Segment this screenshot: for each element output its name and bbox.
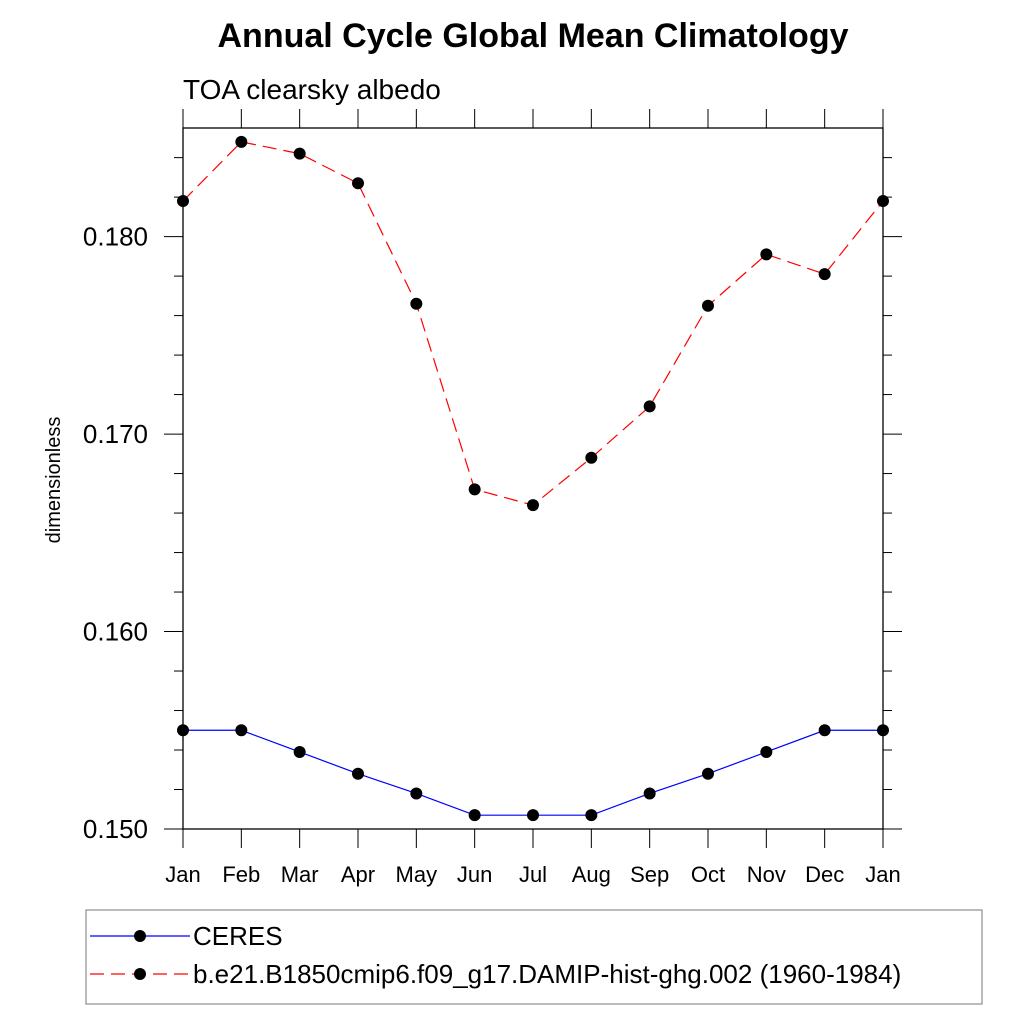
legend: CERES b.e21.B1850cmip6.f09_g17.DAMIP-his… [85, 909, 983, 1005]
data-point [410, 297, 423, 310]
data-point [760, 248, 773, 261]
data-point [818, 724, 831, 737]
y-axis-label: dimensionless [43, 417, 65, 544]
legend-marker-model [134, 968, 146, 980]
series-line-0 [183, 729, 883, 816]
x-tick-label: Oct [691, 862, 725, 887]
data-point [410, 787, 423, 800]
chart-subtitle: TOA clearsky albedo [183, 74, 441, 105]
data-point [468, 809, 481, 822]
chart-title: Annual Cycle Global Mean Climatology [218, 17, 849, 55]
data-point [585, 809, 598, 822]
x-tick-label: Aug [572, 862, 611, 887]
axes: Jan Feb Mar Apr May Jun Jul Aug Sep Oct Nov Dec Jan 0… [83, 109, 902, 887]
x-tick-label: Jul [519, 862, 547, 887]
data-point [177, 724, 189, 737]
x-tick-label: Nov [747, 862, 786, 887]
data-point [293, 147, 306, 160]
data-point [235, 135, 248, 148]
data-point [468, 483, 481, 496]
legend-marker-ceres [134, 930, 146, 942]
data-point [818, 268, 831, 281]
series-layer [177, 135, 889, 822]
x-tick-label: Jan [165, 862, 200, 887]
data-point [702, 299, 714, 312]
x-tick-label: Jan [865, 862, 900, 887]
data-point [177, 195, 189, 208]
y-tick-label: 0.160 [83, 617, 148, 647]
data-point [527, 809, 539, 822]
legend-label-ceres: CERES [193, 921, 283, 951]
legend-box [85, 909, 983, 1005]
data-point [877, 724, 889, 737]
x-tick-label: Apr [341, 862, 375, 887]
x-tick-label: Mar [281, 862, 319, 887]
data-point [293, 745, 306, 758]
y-tick-label: 0.180 [83, 222, 148, 252]
data-point [235, 724, 248, 737]
data-point [585, 451, 598, 464]
data-point [352, 177, 364, 190]
x-tick-label: Jun [457, 862, 492, 887]
data-point [527, 499, 539, 512]
data-point [643, 400, 656, 413]
x-tick-label: Sep [630, 862, 669, 887]
data-point [877, 195, 889, 208]
data-point [760, 745, 773, 758]
y-tick-label: 0.170 [83, 419, 148, 449]
x-tick-label: Dec [805, 862, 844, 887]
x-tick-label: May [396, 862, 438, 887]
data-point [643, 787, 656, 800]
series-line-1 [182, 141, 884, 506]
data-point [352, 767, 364, 780]
y-tick-label: 0.150 [83, 814, 148, 844]
legend-label-model: b.e21.B1850cmip6.f09_g17.DAMIP-hist-ghg.… [193, 959, 901, 989]
data-point [702, 767, 714, 780]
plot-frame [182, 127, 884, 830]
x-tick-label: Feb [222, 862, 260, 887]
